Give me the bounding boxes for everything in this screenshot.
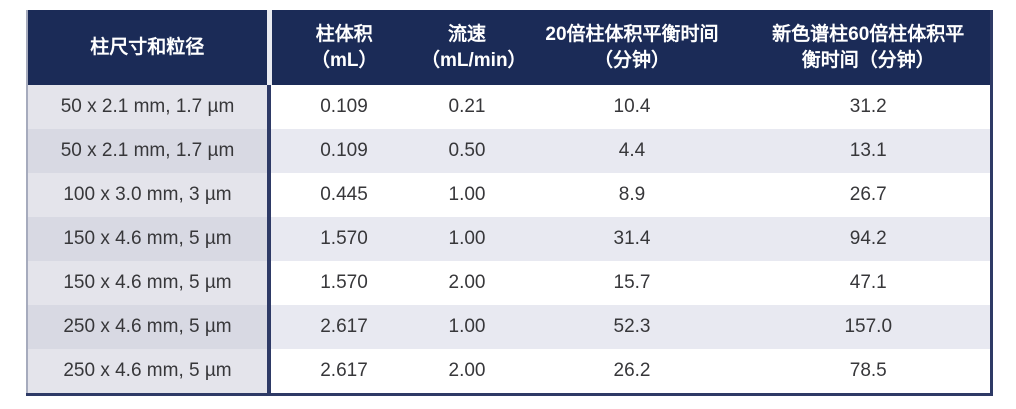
header-label-unit: （mL/min） xyxy=(421,49,527,71)
header-label-unit: 衡时间（分钟） xyxy=(801,49,935,71)
cell-column-size: 250 x 4.6 mm, 5 µm xyxy=(27,349,271,395)
table-row: 250 x 4.6 mm, 5 µm 2.617 2.00 26.2 78.5 xyxy=(27,349,991,395)
header-label: 20倍柱体积平衡时间 xyxy=(545,23,719,45)
cell-equil-time-20x: 52.3 xyxy=(517,305,747,349)
header-label: 流速 xyxy=(447,23,486,45)
cell-equil-time-20x: 15.7 xyxy=(517,261,747,305)
equilibration-table: 柱尺寸和粒径 柱体积 （mL） 流速 （mL/min） 20倍柱体积平衡时间 （… xyxy=(26,10,993,396)
cell-equil-time-60x: 78.5 xyxy=(747,349,991,395)
cell-column-size: 150 x 4.6 mm, 5 µm xyxy=(27,261,271,305)
table-row: 100 x 3.0 mm, 3 µm 0.445 1.00 8.9 26.7 xyxy=(27,173,991,217)
header-label: 柱体积 xyxy=(315,23,373,45)
cell-column-volume: 0.109 xyxy=(269,129,417,173)
header-label-unit: （mL） xyxy=(310,49,378,71)
cell-equil-time-60x: 26.7 xyxy=(747,173,991,217)
cell-equil-time-20x: 26.2 xyxy=(517,349,747,395)
cell-column-size: 100 x 3.0 mm, 3 µm xyxy=(27,173,271,217)
table-header: 柱尺寸和粒径 柱体积 （mL） 流速 （mL/min） 20倍柱体积平衡时间 （… xyxy=(27,10,991,85)
cell-column-volume: 2.617 xyxy=(269,305,417,349)
cell-column-size: 50 x 2.1 mm, 1.7 µm xyxy=(27,129,271,173)
cell-equil-time-20x: 31.4 xyxy=(517,217,747,261)
table-row: 150 x 4.6 mm, 5 µm 1.570 1.00 31.4 94.2 xyxy=(27,217,991,261)
table-body: 50 x 2.1 mm, 1.7 µm 0.109 0.21 10.4 31.2… xyxy=(27,85,991,395)
cell-equil-time-60x: 157.0 xyxy=(747,305,991,349)
table-row: 50 x 2.1 mm, 1.7 µm 0.109 0.50 4.4 13.1 xyxy=(27,129,991,173)
cell-equil-time-60x: 31.2 xyxy=(747,85,991,129)
cell-column-volume: 2.617 xyxy=(269,349,417,395)
cell-equil-time-60x: 47.1 xyxy=(747,261,991,305)
cell-equil-time-60x: 13.1 xyxy=(747,129,991,173)
header-cell-flow-rate: 流速 （mL/min） xyxy=(417,10,527,85)
cell-column-size: 250 x 4.6 mm, 5 µm xyxy=(27,305,271,349)
cell-column-volume: 0.109 xyxy=(269,85,417,129)
cell-equil-time-20x: 10.4 xyxy=(517,85,747,129)
cell-equil-time-60x: 94.2 xyxy=(747,217,991,261)
header-cell-column-size: 柱尺寸和粒径 xyxy=(27,10,272,85)
table-row: 50 x 2.1 mm, 1.7 µm 0.109 0.21 10.4 31.2 xyxy=(27,85,991,129)
cell-flow-rate: 2.00 xyxy=(417,261,517,305)
header-label: 柱尺寸和粒径 xyxy=(90,36,205,58)
equilibration-table-container: 柱尺寸和粒径 柱体积 （mL） 流速 （mL/min） 20倍柱体积平衡时间 （… xyxy=(26,10,993,396)
cell-column-size: 50 x 2.1 mm, 1.7 µm xyxy=(27,85,271,129)
cell-column-volume: 1.570 xyxy=(269,217,417,261)
header-row: 柱尺寸和粒径 柱体积 （mL） 流速 （mL/min） 20倍柱体积平衡时间 （… xyxy=(27,10,991,85)
cell-flow-rate: 2.00 xyxy=(417,349,517,395)
header-label: 新色谱柱60倍柱体积平 xyxy=(772,23,965,45)
header-cell-column-volume: 柱体积 （mL） xyxy=(269,10,417,85)
cell-flow-rate: 0.50 xyxy=(417,129,517,173)
cell-equil-time-20x: 8.9 xyxy=(517,173,747,217)
table-row: 250 x 4.6 mm, 5 µm 2.617 1.00 52.3 157.0 xyxy=(27,305,991,349)
cell-flow-rate: 1.00 xyxy=(417,173,517,217)
cell-flow-rate: 1.00 xyxy=(417,305,517,349)
cell-column-size: 150 x 4.6 mm, 5 µm xyxy=(27,217,271,261)
cell-equil-time-20x: 4.4 xyxy=(517,129,747,173)
cell-flow-rate: 1.00 xyxy=(417,217,517,261)
cell-column-volume: 0.445 xyxy=(269,173,417,217)
header-cell-equil-time-60x: 新色谱柱60倍柱体积平 衡时间（分钟） xyxy=(747,10,991,85)
header-cell-equil-time-20x: 20倍柱体积平衡时间 （分钟） xyxy=(517,10,747,85)
table-row: 150 x 4.6 mm, 5 µm 1.570 2.00 15.7 47.1 xyxy=(27,261,991,305)
cell-flow-rate: 0.21 xyxy=(417,85,517,129)
cell-column-volume: 1.570 xyxy=(269,261,417,305)
header-label-unit: （分钟） xyxy=(593,49,670,71)
